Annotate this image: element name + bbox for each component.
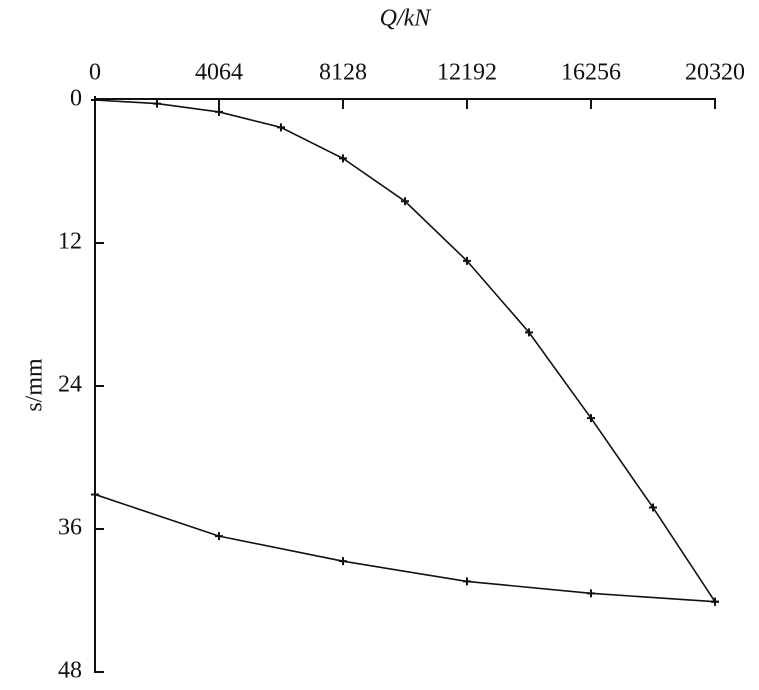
y-tick-label: 48 xyxy=(58,658,82,684)
point-marker xyxy=(587,414,595,423)
point-marker xyxy=(215,107,223,116)
y-axis-label: s/mm xyxy=(22,358,48,412)
point-marker xyxy=(339,557,347,566)
y-tick-label: 12 xyxy=(58,229,82,255)
x-tick-label: 4064 xyxy=(195,60,243,86)
point-marker xyxy=(277,123,285,132)
point-marker xyxy=(401,197,409,206)
point-marker xyxy=(649,503,657,512)
point-marker xyxy=(463,577,471,586)
x-tick-label: 8128 xyxy=(319,60,367,86)
x-tick-label: 0 xyxy=(89,60,101,86)
point-marker xyxy=(525,328,533,337)
x-tick-label: 12192 xyxy=(437,60,497,86)
y-tick-label: 0 xyxy=(70,86,82,112)
point-marker xyxy=(215,532,223,541)
point-marker xyxy=(91,96,99,104)
point-marker xyxy=(587,589,595,598)
x-tick-label: 16256 xyxy=(561,60,621,86)
point-marker xyxy=(91,490,99,499)
point-marker xyxy=(711,597,719,606)
x-axis-label: Q/kN xyxy=(380,6,433,32)
y-tick-label: 24 xyxy=(58,372,82,398)
point-marker xyxy=(153,99,161,108)
x-tick-label: 20320 xyxy=(685,60,745,86)
point-marker xyxy=(463,256,471,265)
y-tick-label: 36 xyxy=(58,515,82,541)
series-line xyxy=(94,493,716,603)
point-marker xyxy=(339,154,347,163)
